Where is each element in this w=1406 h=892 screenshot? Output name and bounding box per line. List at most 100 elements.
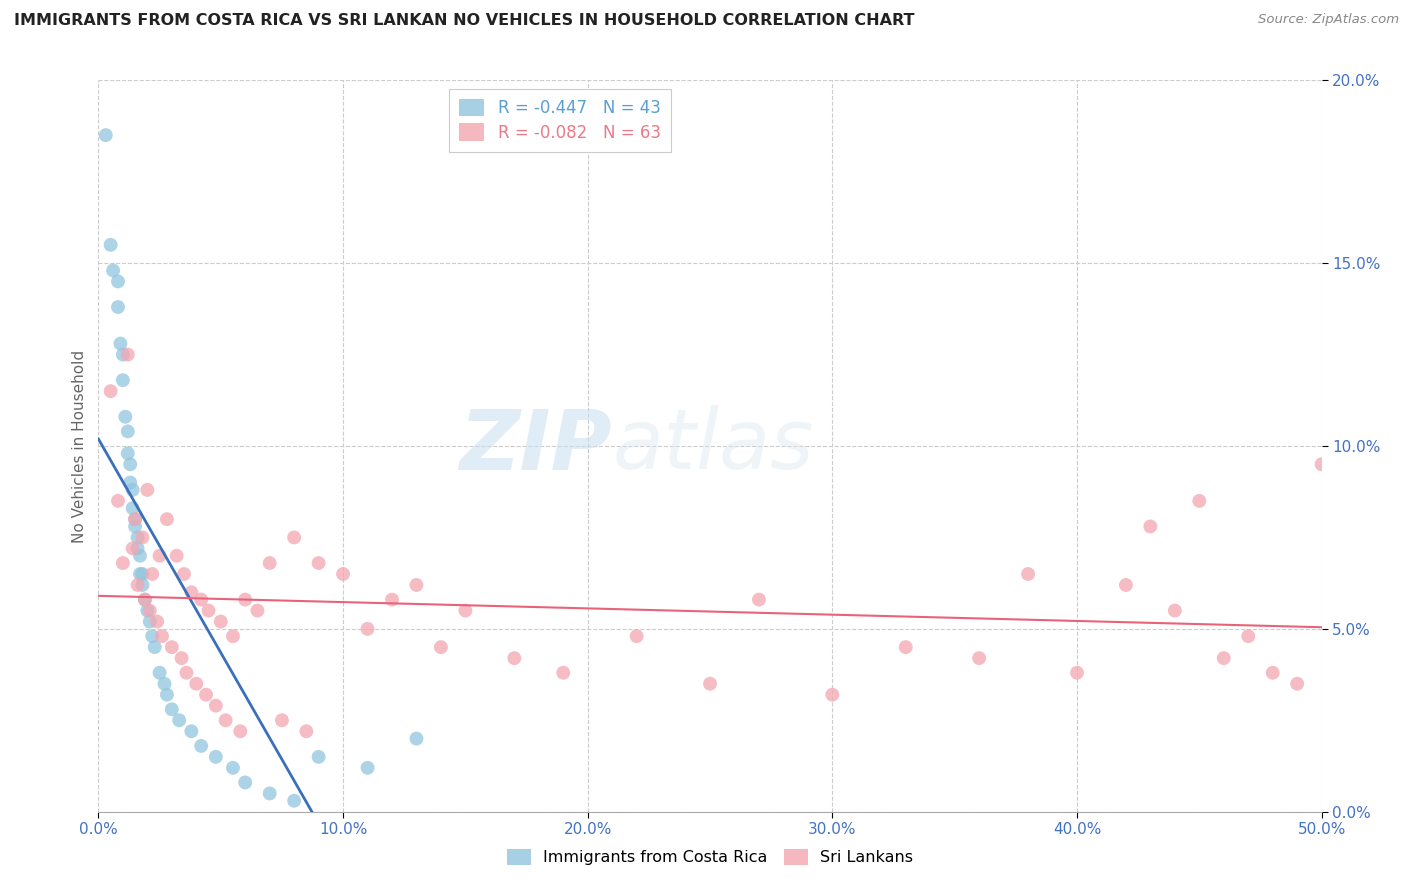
Point [205, 698, 228, 713]
Point [1066, 665, 1088, 680]
Point [110, 336, 132, 351]
Point [111, 373, 134, 387]
Point [134, 592, 156, 607]
Point [117, 425, 139, 439]
Point [626, 629, 648, 643]
Point [114, 409, 136, 424]
Point [190, 592, 212, 607]
Point [166, 549, 188, 563]
Point [222, 629, 245, 643]
Point [136, 483, 159, 497]
Point [1017, 567, 1039, 582]
Point [699, 676, 721, 690]
Point [1115, 578, 1137, 592]
Point [405, 731, 427, 746]
Point [176, 665, 198, 680]
Point [160, 640, 183, 655]
Point [173, 567, 195, 582]
Point [111, 556, 134, 570]
Point [1237, 629, 1260, 643]
Point [186, 676, 208, 690]
Text: Source: ZipAtlas.com: Source: ZipAtlas.com [1258, 13, 1399, 27]
Point [141, 567, 163, 582]
Point [259, 787, 281, 801]
Point [101, 263, 124, 277]
Point [117, 348, 139, 362]
Point [121, 501, 143, 516]
Point [139, 615, 162, 629]
Point [748, 592, 770, 607]
Point [246, 603, 269, 617]
Point [356, 761, 378, 775]
Point [127, 530, 149, 544]
Point [150, 629, 173, 643]
Point [146, 615, 169, 629]
Point [117, 446, 139, 460]
Point [111, 348, 134, 362]
Point [222, 761, 245, 775]
Point [156, 688, 179, 702]
Point [156, 512, 179, 526]
Point [136, 603, 159, 617]
Point [270, 714, 294, 728]
Point [129, 549, 152, 563]
Point [356, 622, 378, 636]
Text: ZIP: ZIP [460, 406, 612, 486]
Point [160, 702, 183, 716]
Y-axis label: No Vehicles in Household: No Vehicles in Household [72, 350, 87, 542]
Point [149, 549, 172, 563]
Point [229, 724, 252, 739]
Point [120, 475, 142, 490]
Point [124, 512, 146, 526]
Point [124, 512, 146, 526]
Point [190, 739, 212, 753]
Point [127, 541, 149, 556]
Point [821, 688, 844, 702]
Point [129, 567, 152, 582]
Point [214, 714, 236, 728]
Point [180, 585, 202, 599]
Point [153, 676, 176, 690]
Point [1164, 603, 1187, 617]
Point [107, 275, 129, 289]
Point [120, 458, 142, 472]
Point [143, 640, 166, 655]
Point [209, 615, 232, 629]
Point [283, 794, 305, 808]
Point [1310, 458, 1333, 472]
Point [149, 665, 172, 680]
Text: atlas: atlas [612, 406, 814, 486]
Point [967, 651, 990, 665]
Point [1188, 493, 1211, 508]
Point [430, 640, 453, 655]
Point [131, 567, 153, 582]
Point [139, 603, 162, 617]
Point [205, 749, 228, 764]
Point [553, 665, 575, 680]
Point [454, 603, 477, 617]
Point [127, 578, 149, 592]
Text: IMMIGRANTS FROM COSTA RICA VS SRI LANKAN NO VEHICLES IN HOUSEHOLD CORRELATION CH: IMMIGRANTS FROM COSTA RICA VS SRI LANKAN… [14, 13, 914, 29]
Point [1286, 676, 1309, 690]
Point [141, 629, 163, 643]
Point [100, 384, 122, 399]
Point [131, 530, 153, 544]
Point [134, 592, 156, 607]
Point [195, 688, 218, 702]
Point [894, 640, 917, 655]
Point [283, 530, 305, 544]
Point [405, 578, 427, 592]
Legend: Immigrants from Costa Rica, Sri Lankans: Immigrants from Costa Rica, Sri Lankans [499, 840, 921, 873]
Point [94, 128, 117, 143]
Point [170, 651, 193, 665]
Point [131, 578, 153, 592]
Point [1261, 665, 1284, 680]
Point [100, 238, 122, 252]
Point [124, 519, 146, 533]
Point [295, 724, 318, 739]
Point [259, 556, 281, 570]
Point [308, 556, 330, 570]
Point [107, 493, 129, 508]
Point [121, 541, 143, 556]
Point [332, 567, 354, 582]
